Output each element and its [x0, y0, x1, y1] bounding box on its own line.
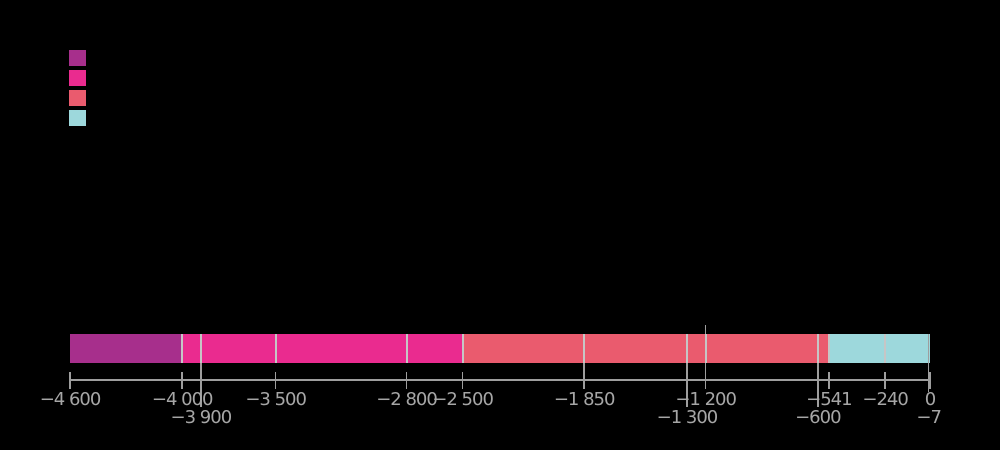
- x-tick-label: −2 500: [432, 389, 494, 410]
- x-axis-tick: [828, 372, 830, 389]
- x-tick-label: −3 900: [170, 407, 233, 428]
- bar-divider: [827, 334, 830, 363]
- x-axis-tick: [461, 372, 464, 389]
- x-axis-tick: [69, 372, 71, 389]
- x-tick-label: −7: [916, 407, 942, 428]
- bar-segment-2: [182, 334, 463, 363]
- x-tick-label: −2 800: [376, 389, 438, 410]
- legend-swatch-4: [69, 110, 86, 126]
- bar-segment-4: [828, 334, 930, 363]
- bar-segment-1: [70, 334, 183, 363]
- bar-divider: [704, 334, 707, 363]
- above-bar-marker-line: [704, 325, 707, 334]
- x-tick-label: −4 000: [151, 389, 214, 410]
- bar-divider: [405, 334, 408, 363]
- marker-line: [686, 363, 688, 407]
- x-tick-label: −600: [795, 407, 841, 428]
- x-axis-tick: [583, 372, 585, 389]
- bar-divider: [274, 334, 277, 363]
- bar-divider: [181, 334, 184, 363]
- x-tick-label: −1 850: [553, 389, 616, 410]
- x-axis-tick: [884, 372, 886, 389]
- x-axis-tick: [405, 372, 408, 389]
- bar-divider: [461, 334, 464, 363]
- x-axis-line: [70, 379, 930, 381]
- x-axis-tick: [181, 372, 183, 389]
- bar-divider: [816, 334, 819, 363]
- x-axis-tick: [929, 372, 931, 389]
- x-tick-label: −1 200: [675, 389, 737, 410]
- x-tick-label: −4 600: [39, 389, 102, 410]
- x-tick-label: −240: [862, 389, 908, 410]
- legend-swatch-3: [69, 90, 86, 106]
- x-axis-tick: [704, 372, 707, 389]
- marker-line: [200, 363, 202, 407]
- x-tick-label: −1 300: [656, 407, 719, 428]
- bar-divider: [884, 334, 887, 363]
- x-axis-tick: [274, 372, 277, 389]
- bar-divider: [685, 334, 688, 363]
- legend-swatch-1: [69, 50, 86, 66]
- bar-divider: [583, 334, 586, 363]
- x-tick-label: −3 500: [245, 389, 307, 410]
- x-tick-label: 0: [924, 389, 936, 410]
- bar-segment-3: [462, 334, 829, 363]
- legend-swatch-2: [69, 70, 86, 86]
- edge-marker-line: [927, 334, 930, 392]
- x-tick-label: −541: [806, 389, 852, 410]
- marker-line: [817, 363, 819, 407]
- bar-divider: [199, 334, 202, 363]
